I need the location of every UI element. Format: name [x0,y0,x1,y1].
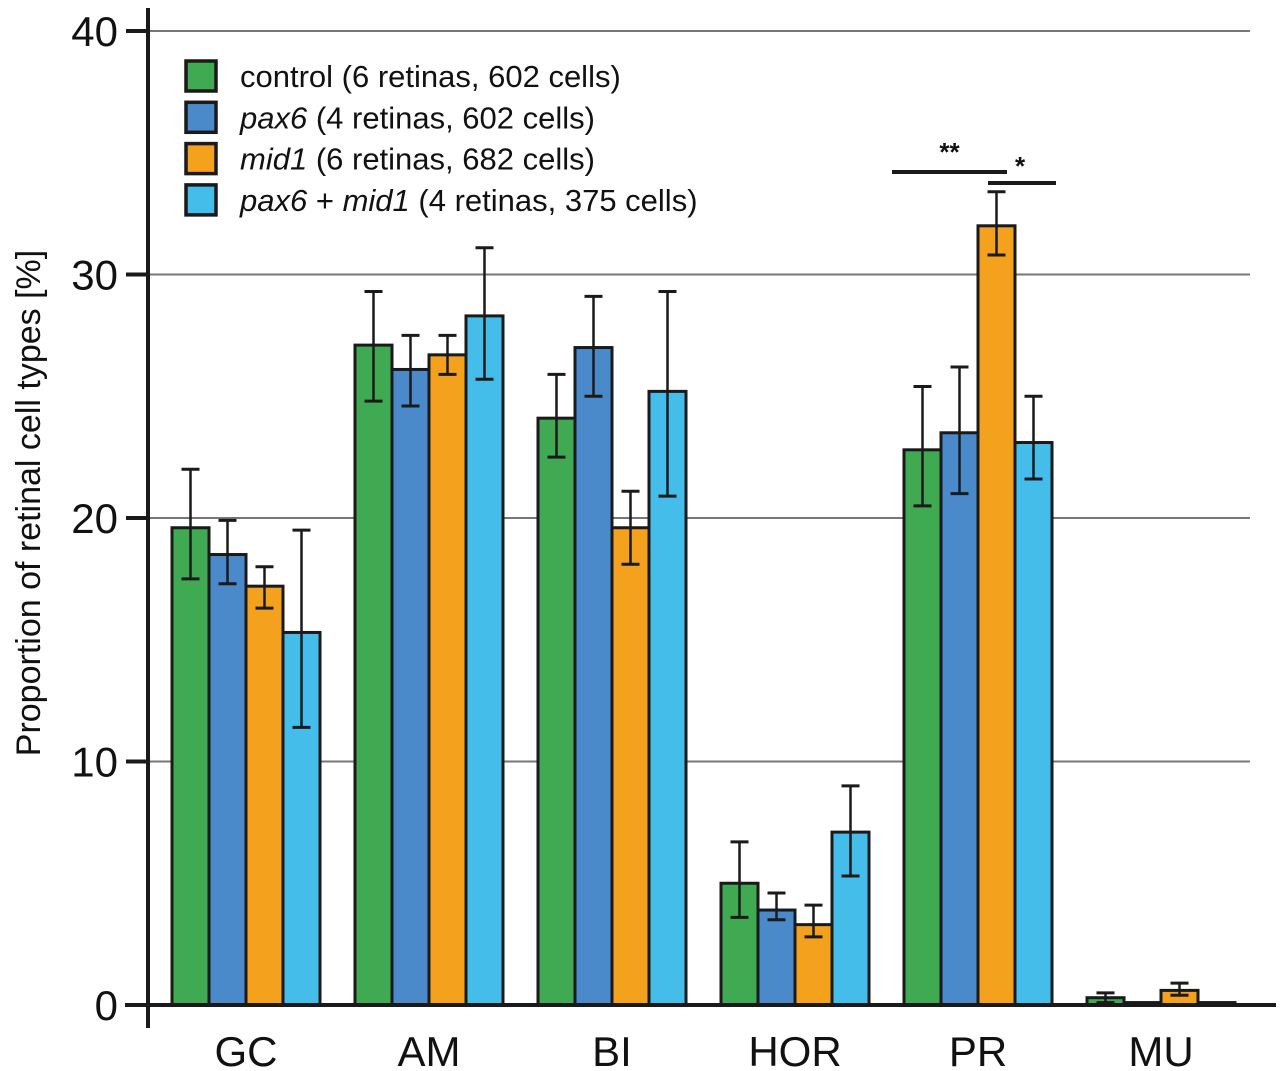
bar-am-pax6-mid1 [464,314,505,1007]
legend-item: pax6 (4 retinas, 602 cells) [184,100,595,135]
legend-swatch [184,59,218,93]
x-tick-label: PR [949,1028,1007,1071]
bar-bi-pax6 [573,346,614,1007]
legend-item: mid1 (6 retinas, 682 cells) [184,141,595,177]
legend-item: pax6 + mid1 (4 retinas, 375 cells) [184,183,698,218]
y-axis-label: Proportion of retinal cell types [%] [10,250,48,756]
legend-swatch [184,100,218,135]
bar-bi-control [536,416,577,1007]
error-bar [292,528,311,729]
bar-am-mid1 [427,353,468,1007]
error-bar [841,784,860,878]
x-tick-label: GC [215,1028,278,1071]
legend-swatch [184,183,218,217]
error-bar [950,365,969,496]
error-bar [181,467,200,581]
bar-bi-mid1 [610,526,651,1007]
error-bar [438,333,457,376]
bar-gc-control [170,526,211,1007]
x-tick-labels: GC AM BI HOR PR MU [215,1028,1194,1071]
gridlines [148,30,1250,763]
x-tick-label: AM [398,1028,461,1071]
bar-pr-control [902,448,943,1007]
x-tick-label: BI [592,1028,632,1071]
bar-am-control [353,343,394,1007]
legend-label: mid1 (6 retinas, 682 cells) [240,142,595,177]
error-bar [913,385,932,508]
legend-item: control (6 retinas, 602 cells) [184,59,621,94]
error-bar [987,190,1006,257]
error-bar [584,294,603,398]
y-tick-label: 0 [95,982,118,1029]
legend: control (6 retinas, 602 cells) pax6 (4 re… [184,59,698,218]
significance-label: ** [939,137,960,167]
significance-annotations: ** * [892,137,1056,185]
bar-pr-pax6 [939,431,980,1007]
y-tick-label: 20 [71,495,118,542]
legend-label: pax6 (4 retinas, 602 cells) [239,100,595,135]
bars [170,190,1237,1007]
y-tick-label: 10 [71,739,118,786]
y-tick-label: 30 [71,252,118,299]
error-bar [1024,394,1043,481]
error-bar [401,333,420,408]
x-tick-label: HOR [748,1028,841,1071]
significance-bracket: ** [892,137,1007,174]
error-bar [804,903,823,939]
error-bar [658,290,677,498]
bar-hor-pax6-mid1 [830,830,871,1007]
bar-pr-pax6-mid1 [1013,441,1054,1007]
legend-swatch [184,141,218,176]
error-bar [621,489,640,566]
bar-gc-mid1 [244,584,285,1007]
x-tick-label: MU [1128,1028,1193,1071]
error-bar [730,840,749,919]
bar-gc-pax6 [207,553,248,1007]
bar-am-pax6 [390,367,431,1007]
error-bar [1096,991,1115,1005]
legend-label: control (6 retinas, 602 cells) [240,59,621,94]
error-bar [767,891,786,922]
error-bar [1170,981,1189,997]
error-bar [547,372,566,459]
bar-pr-mid1 [976,224,1017,1007]
error-bar [255,565,274,610]
error-bar [364,290,383,403]
significance-label: * [1015,151,1026,181]
y-ticks: 0 10 20 30 40 [71,8,148,1029]
error-bar [475,246,494,381]
bar-hor-pax6 [756,908,797,1007]
significance-bracket: * [988,151,1056,185]
error-bar [218,518,237,586]
y-tick-label: 40 [71,8,118,55]
legend-label: pax6 + mid1 (4 retinas, 375 cells) [239,183,698,218]
